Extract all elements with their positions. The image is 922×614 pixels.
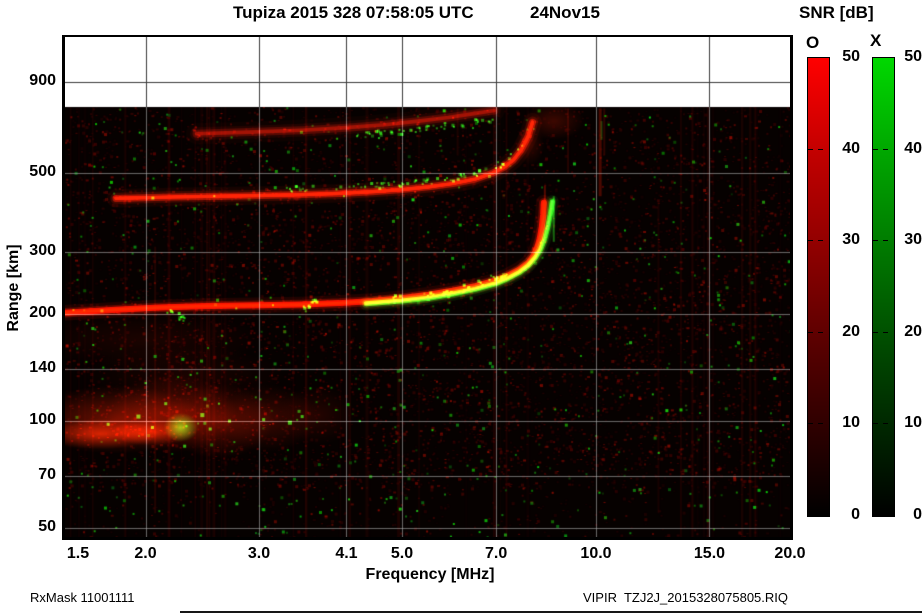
- colorbar-tick-dash: [873, 149, 878, 150]
- x-colorbar-tick-label: 0: [913, 506, 922, 523]
- o-colorbar-tick-label: 50: [842, 48, 860, 65]
- rxmask-annotation: RxMask 11001111: [30, 590, 135, 605]
- x-tick-label: 7.0: [485, 545, 508, 562]
- frequency-axis-title: Frequency [MHz]: [365, 566, 495, 583]
- colorbar-tick-dash: [883, 332, 888, 333]
- plot-border-right: [790, 35, 793, 540]
- colorbar-tick-dash: [808, 423, 813, 424]
- o-colorbar-tick-label: 30: [842, 231, 860, 249]
- y-tick-label: 100: [29, 411, 56, 429]
- y-tick-label: 50: [38, 518, 56, 535]
- colorbar-tick-dash: [808, 332, 813, 333]
- ionogram-canvas: [65, 37, 790, 537]
- y-tick-label: 900: [29, 72, 56, 90]
- colorbar-tick-dash: [873, 423, 878, 424]
- plot-border-top: [62, 35, 793, 37]
- figure-title: Tupiza 2015 328 07:58:05 UTC: [233, 3, 474, 22]
- o-colorbar-tick-label: 20: [842, 322, 860, 340]
- y-tick-label: 500: [29, 163, 56, 180]
- colorbar-tick-dash: [883, 423, 888, 424]
- x-colorbar-tick-label: 50: [904, 48, 922, 65]
- x-tick-label: 4.1: [335, 545, 358, 562]
- colorbar-tick-dash: [883, 240, 888, 241]
- colorbar-tick-dash: [873, 240, 878, 241]
- colorbar-tick-dash: [818, 149, 823, 150]
- figure-date: 24Nov15: [530, 3, 600, 22]
- x-mode-colorbar: [872, 57, 895, 517]
- plot-border-bottom: [62, 537, 793, 540]
- plot-border-left: [62, 35, 65, 540]
- y-tick-label: 200: [29, 304, 56, 322]
- snr-colorbar-title: SNR [dB]: [799, 3, 874, 22]
- o-colorbar-tick-label: 0: [851, 506, 860, 523]
- o-mode-label: O: [806, 33, 820, 52]
- x-colorbar-tick-label: 30: [904, 231, 922, 249]
- x-colorbar-tick-label: 40: [904, 139, 922, 157]
- colorbar-tick-dash: [808, 149, 813, 150]
- colorbar-tick-dash: [818, 332, 823, 333]
- x-tick-label: 20.0: [774, 545, 806, 562]
- o-mode-colorbar: [807, 57, 830, 517]
- bottom-rule: [180, 611, 922, 613]
- colorbar-tick-dash: [883, 149, 888, 150]
- y-tick-label: 140: [29, 359, 56, 377]
- o-colorbar-tick-label: 40: [842, 139, 860, 157]
- file-annotation: VIPIR TZJ2J_2015328075805.RIQ: [583, 590, 788, 605]
- colorbar-tick-dash: [818, 240, 823, 241]
- x-mode-label: X: [870, 31, 882, 50]
- o-colorbar-tick-label: 10: [842, 414, 860, 432]
- x-tick-label: 15.0: [693, 545, 726, 562]
- y-tick-label: 300: [29, 241, 56, 259]
- x-colorbar-tick-label: 10: [904, 414, 922, 432]
- x-colorbar-tick-label: 20: [904, 322, 922, 340]
- colorbar-tick-dash: [818, 423, 823, 424]
- colorbar-tick-dash: [873, 332, 878, 333]
- colorbar-tick-dash: [808, 240, 813, 241]
- x-tick-label: 5.0: [390, 545, 414, 562]
- x-tick-label: 2.0: [134, 545, 157, 562]
- y-tick-label: 70: [38, 466, 56, 484]
- x-tick-label: 10.0: [580, 545, 612, 562]
- x-tick-label: 3.0: [247, 545, 271, 562]
- x-tick-label: 1.5: [66, 545, 90, 562]
